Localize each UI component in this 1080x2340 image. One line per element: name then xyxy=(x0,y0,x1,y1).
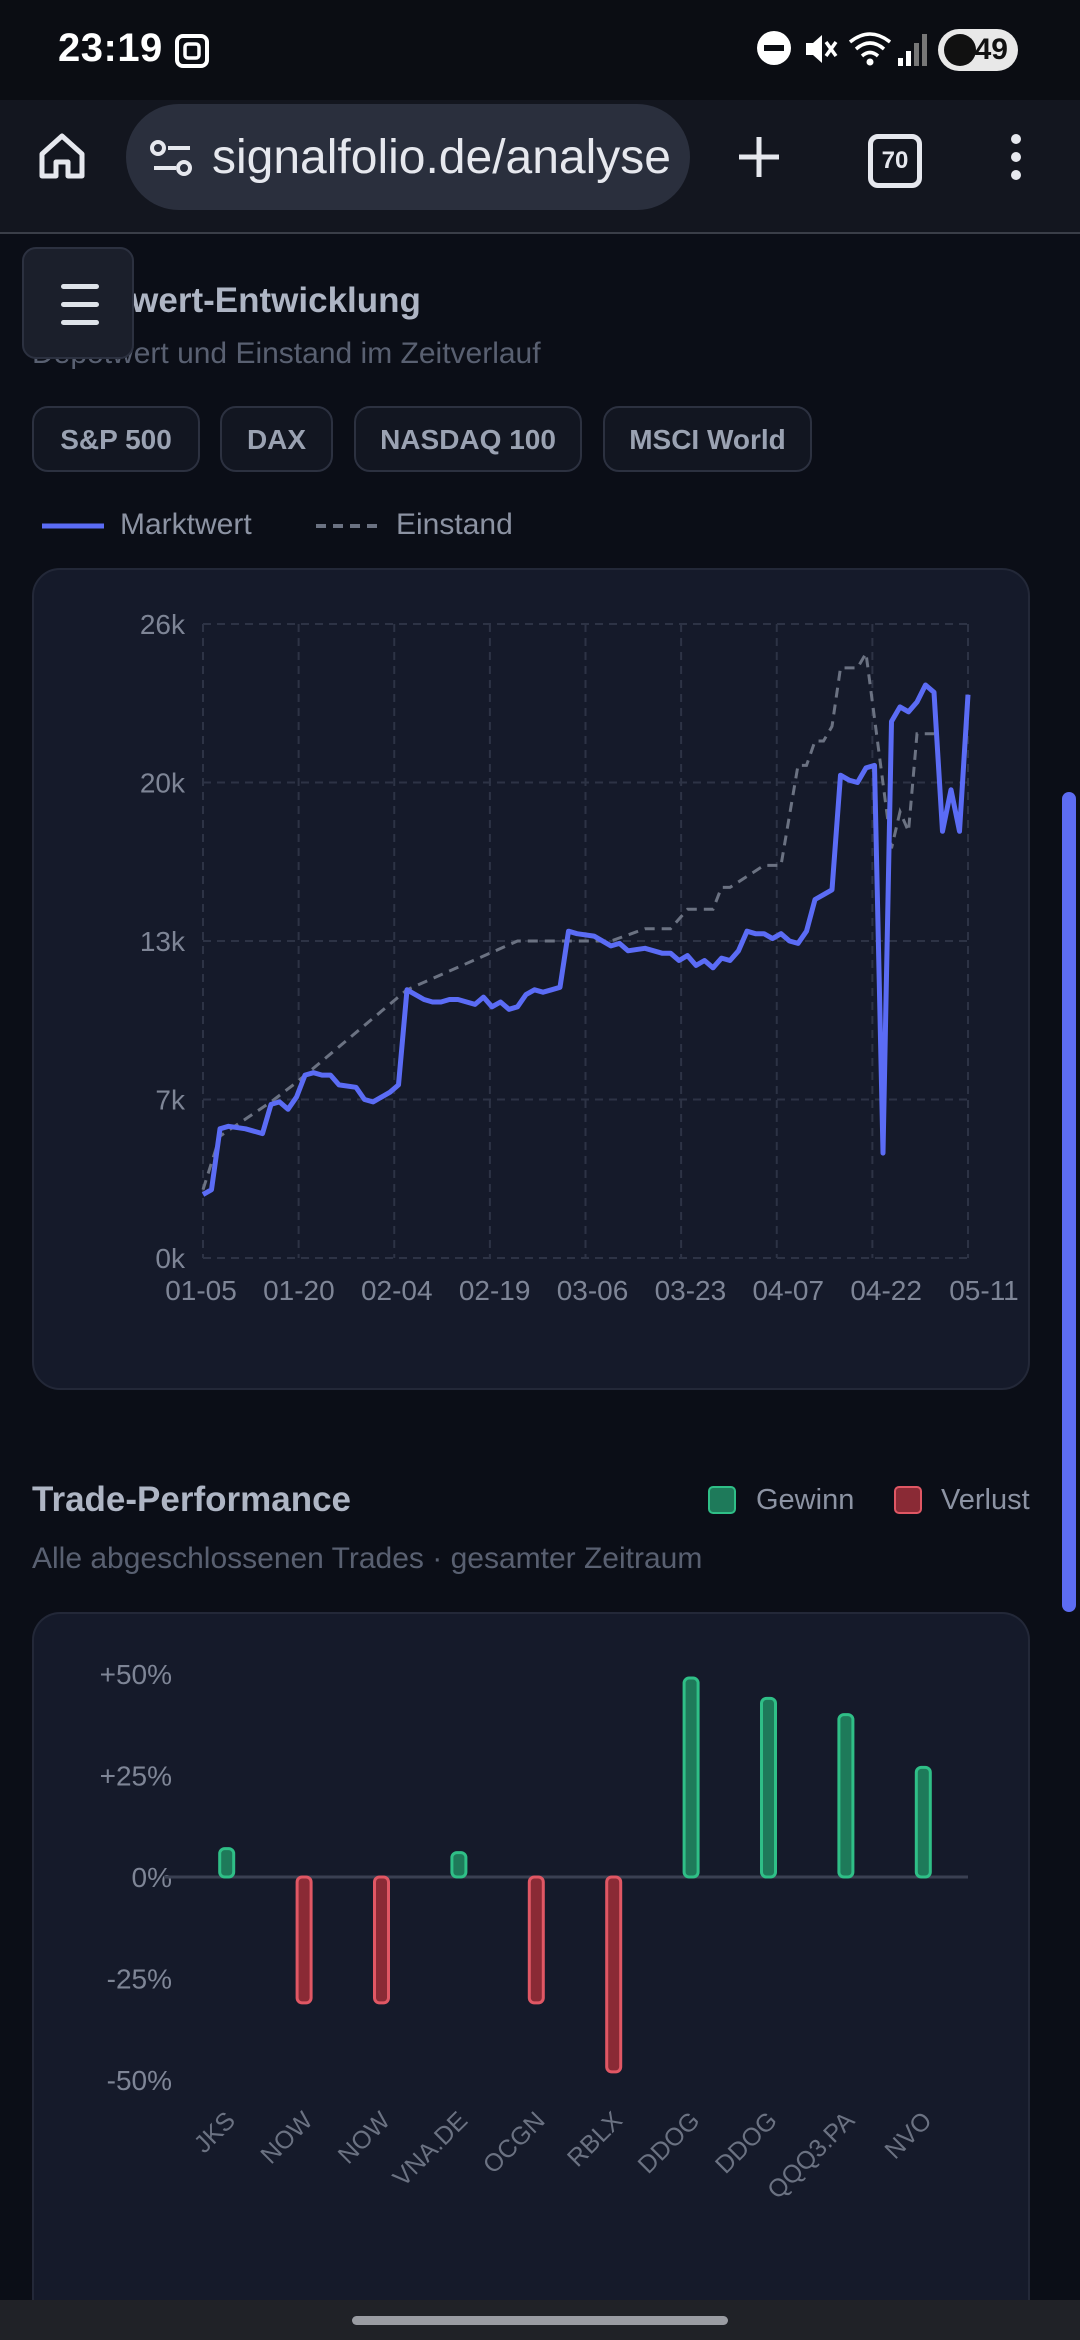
x-tick-label: 04-22 xyxy=(850,1275,922,1306)
address-bar[interactable]: signalfolio.de/analyse xyxy=(126,104,690,210)
gesture-nav-bar xyxy=(0,2300,1080,2340)
home-icon[interactable] xyxy=(36,130,88,182)
bar-jks[interactable] xyxy=(218,1847,236,1879)
x-tick-label: DDOG xyxy=(633,2106,706,2179)
legend-einstand-swatch xyxy=(316,524,380,528)
depot-line-chart: 0k 7k 13k 20k 26k 01-05 01-20 02-04 02-19 03-06 0… xyxy=(140,609,1019,1306)
battery-saver-icon xyxy=(944,34,976,66)
x-tick-label: NOW xyxy=(255,2106,318,2169)
screenshot-icon xyxy=(175,34,209,68)
bar-now[interactable] xyxy=(295,1875,313,2005)
legend-gain-label: Gewinn xyxy=(756,1484,855,1516)
y-tick-label: +50% xyxy=(100,1659,172,1690)
legend-loss-label: Verlust xyxy=(941,1484,1030,1516)
y-tick-label: 13k xyxy=(140,926,186,957)
bar-vna-de[interactable] xyxy=(450,1851,468,1879)
benchmark-chip-sp500[interactable]: S&P 500 xyxy=(32,406,200,472)
x-tick-label: 04-07 xyxy=(752,1275,824,1306)
wifi-icon xyxy=(848,32,892,66)
status-time: 23:19 xyxy=(58,26,163,70)
tab-switcher-button[interactable]: 70 xyxy=(868,134,922,188)
trade-chart-card: +50% +25% 0% -25% -50% JKS NOW NOW VNA.DE OCGN RB… xyxy=(32,1612,1030,2340)
new-tab-icon[interactable] xyxy=(736,134,782,180)
bar-nvo[interactable] xyxy=(914,1765,932,1879)
signal-icon xyxy=(898,34,927,66)
menu-button[interactable] xyxy=(22,247,134,359)
x-tick-label: 03-06 xyxy=(557,1275,629,1306)
trade-chart-subtitle: Alle abgeschlossenen Trades · gesamter Z… xyxy=(32,1542,703,1575)
x-tick-label: NVO xyxy=(879,2106,937,2164)
x-tick-label: VNA.DE xyxy=(388,2106,474,2192)
x-tick-label: 02-04 xyxy=(361,1275,433,1306)
battery-level: 49 xyxy=(974,33,1008,66)
site-settings-icon[interactable] xyxy=(150,138,194,178)
benchmark-chip-msci-world[interactable]: MSCI World xyxy=(603,406,812,472)
y-tick-label: -50% xyxy=(107,2065,172,2096)
home-gesture-handle[interactable] xyxy=(352,2316,728,2325)
more-menu-icon[interactable] xyxy=(1004,132,1028,182)
bar-qqq3-pa[interactable] xyxy=(837,1713,855,1879)
trade-chart-title: Trade-Performance xyxy=(32,1480,352,1519)
x-tick-label: DDOG xyxy=(710,2106,783,2179)
series-marktwert-line xyxy=(201,682,971,1197)
bar-ocgn[interactable] xyxy=(527,1875,545,2005)
y-tick-label: -25% xyxy=(107,1964,172,1995)
status-bar: 23:19 49 xyxy=(0,0,1080,100)
legend-einstand-label: Einstand xyxy=(396,508,513,541)
y-tick-label: 0k xyxy=(155,1243,186,1274)
x-tick-label: 03-23 xyxy=(655,1275,727,1306)
x-tick-label: JKS xyxy=(189,2106,241,2158)
bar-ddog[interactable] xyxy=(682,1676,700,1879)
legend-gain-swatch xyxy=(708,1486,736,1514)
x-tick-label: 01-05 xyxy=(165,1275,237,1306)
benchmark-chip-dax[interactable]: DAX xyxy=(220,406,333,472)
browser-toolbar: signalfolio.de/analyse 70 xyxy=(0,100,1080,234)
mute-icon xyxy=(806,35,838,63)
do-not-disturb-icon xyxy=(757,31,791,65)
url-text: signalfolio.de/analyse xyxy=(212,131,671,184)
y-tick-label: +25% xyxy=(100,1761,172,1792)
legend-marktwert-label: Marktwert xyxy=(120,508,252,541)
bar-now[interactable] xyxy=(373,1875,390,2005)
x-tick-label: OCGN xyxy=(478,2106,551,2179)
x-tick-label: RBLX xyxy=(562,2106,628,2172)
bar-ddog[interactable] xyxy=(760,1696,777,1879)
legend-marktwert-swatch xyxy=(42,523,104,529)
benchmark-chip-nasdaq100[interactable]: NASDAQ 100 xyxy=(354,406,582,472)
series-einstand-line xyxy=(201,648,934,1191)
page-scrollbar[interactable] xyxy=(1062,792,1076,1612)
x-tick-label: 05-11 xyxy=(949,1275,1019,1306)
y-tick-label: 20k xyxy=(140,768,186,799)
x-tick-label: 01-20 xyxy=(263,1275,335,1306)
y-tick-label: 26k xyxy=(140,609,186,640)
y-tick-label: 7k xyxy=(155,1085,186,1116)
bar-rblx[interactable] xyxy=(605,1875,623,2074)
battery-indicator: 49 xyxy=(938,29,1018,71)
x-tick-label: 02-19 xyxy=(459,1275,531,1306)
x-tick-label: NOW xyxy=(333,2106,396,2169)
depot-chart-card: 0k 7k 13k 20k 26k 01-05 01-20 02-04 02-19 03-06 0… xyxy=(32,568,1030,1390)
legend-loss-swatch xyxy=(894,1486,922,1514)
